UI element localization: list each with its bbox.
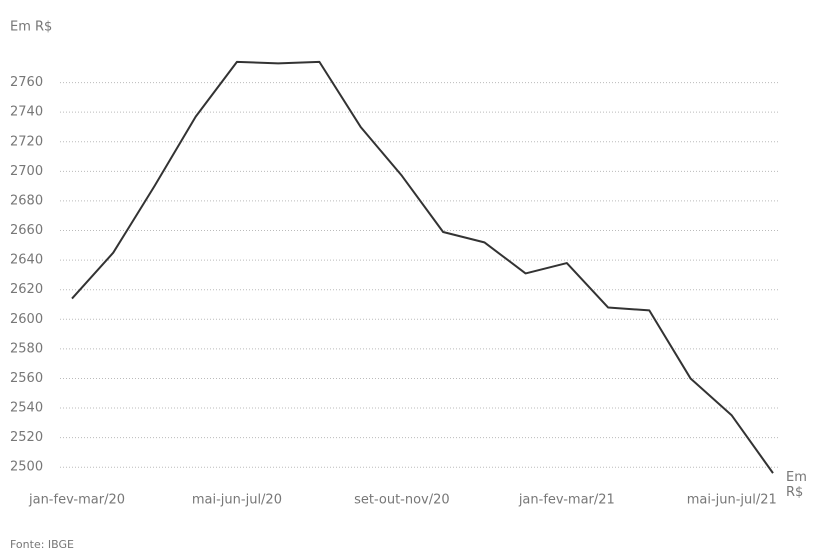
y-axis-label: Em R$: [10, 20, 52, 35]
y-tick-label: 2560: [10, 371, 43, 386]
y-tick-label: 2740: [10, 105, 43, 120]
x-tick-label: mai-jun-jul/20: [192, 493, 282, 508]
y-tick-label: 2640: [10, 253, 43, 268]
y-tick-label: 2680: [10, 193, 43, 208]
x-tick-label: jan-fev-mar/20: [28, 493, 125, 508]
y-tick-label: 2620: [10, 282, 43, 297]
source: Fonte: IBGE: [10, 538, 74, 551]
y-tick-label: 2700: [10, 164, 43, 179]
x-axis-label: Em R$: [786, 470, 807, 500]
y-tick-label: 2500: [10, 460, 43, 475]
y-tick-label: 2600: [10, 312, 43, 327]
y-tick-label: 2760: [10, 75, 43, 90]
y-tick-label: 2720: [10, 134, 43, 149]
y-tick-label: 2580: [10, 341, 43, 356]
x-tick-label: set-out-nov/20: [354, 493, 450, 508]
y-tick-label: 2520: [10, 430, 43, 445]
x-tick-label: jan-fev-mar/21: [518, 493, 615, 508]
y-tick-label: 2540: [10, 401, 43, 416]
y-tick-label: 2660: [10, 223, 43, 238]
line: [71, 60, 774, 474]
x-tick-label: mai-jun-jul/21: [687, 493, 777, 508]
